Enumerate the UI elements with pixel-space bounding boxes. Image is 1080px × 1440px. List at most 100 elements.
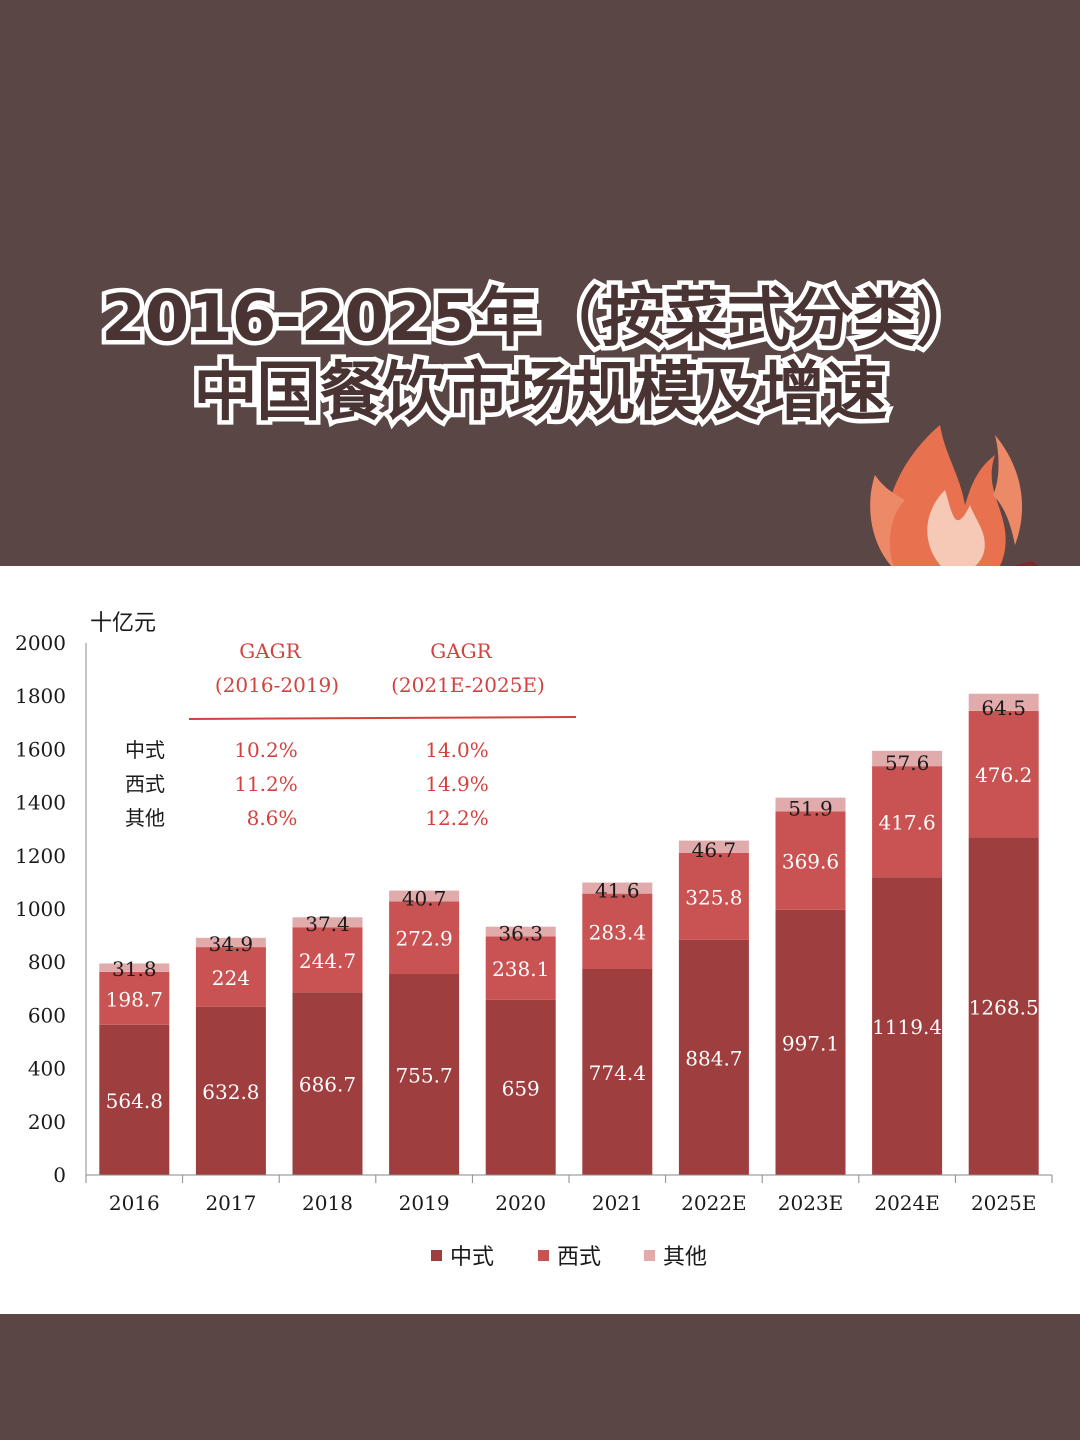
- x-tick-label: 2018: [302, 1191, 353, 1215]
- data-label-chinese: 632.8: [202, 1080, 259, 1104]
- legend: 中式 西式 其他: [431, 1245, 707, 1270]
- bar-chinese: [872, 877, 943, 1175]
- gagr-row-label-western: 西式: [125, 772, 165, 796]
- page-title: 2016-2025年（按菜式分类） 中国餐饮市场规模及增速: [0, 278, 1080, 435]
- y-axis: 0 200 400 600 800 1000 1200 1400 1600 1800 2000: [15, 631, 87, 1187]
- gagr-chinese-2021-2025: 14.0%: [425, 738, 489, 762]
- bar-chinese: [195, 1006, 266, 1175]
- bar-western: [99, 971, 170, 1025]
- bar-western: [872, 766, 943, 878]
- gagr-western-2021-2025: 14.9%: [425, 772, 489, 796]
- x-tick-label: 2016: [109, 1191, 160, 1215]
- bar-chinese: [678, 939, 749, 1175]
- data-label-western: 417.6: [878, 811, 935, 835]
- data-label-chinese: 564.8: [106, 1089, 163, 1113]
- bar-western: [775, 811, 846, 910]
- legend-swatch-western: [538, 1250, 549, 1261]
- data-label-other: 64.5: [981, 696, 1026, 720]
- legend-swatch-chinese: [431, 1250, 442, 1261]
- x-tick-label: 2020: [495, 1191, 546, 1215]
- data-label-other: 57.6: [885, 751, 930, 775]
- data-label-western: 325.8: [685, 885, 742, 909]
- bar-other: [99, 963, 170, 972]
- y-tick-label: 600: [28, 1003, 66, 1027]
- y-tick-label: 1800: [15, 684, 66, 708]
- data-label-chinese: 997.1: [782, 1031, 839, 1055]
- data-label-chinese: 1119.4: [872, 1015, 942, 1039]
- gagr-divider: [188, 716, 577, 720]
- data-label-chinese: 755.7: [395, 1063, 452, 1087]
- data-label-chinese: 774.4: [589, 1061, 646, 1085]
- x-tick-label: 2021: [592, 1191, 643, 1215]
- bar-western: [968, 710, 1039, 838]
- bar-chinese: [775, 909, 846, 1175]
- data-label-western: 238.1: [492, 957, 549, 981]
- y-tick-label: 2000: [15, 631, 66, 655]
- x-axis: 2016 2017 2018 2019 2020 2021 2022E 2023E 2024E 2…: [85, 1174, 1053, 1215]
- data-label-other: 37.4: [305, 912, 350, 936]
- gagr-col1-title: GAGR: [239, 639, 301, 663]
- data-label-western: 272.9: [395, 927, 452, 951]
- data-label-western: 198.7: [106, 987, 163, 1011]
- bar-other: [968, 693, 1039, 711]
- y-tick-label: 400: [28, 1057, 66, 1081]
- bar-western: [389, 901, 460, 974]
- bar-western: [485, 936, 556, 1000]
- y-tick-label: 0: [53, 1163, 66, 1187]
- gagr-col2-period: (2021E-2025E): [391, 673, 545, 697]
- gagr-row-label-chinese: 中式: [125, 738, 165, 762]
- data-label-chinese: 686.7: [299, 1073, 356, 1097]
- gagr-table: GAGR (2016-2019) GAGR (2021E-2025E) 中式 1…: [125, 639, 577, 830]
- data-label-other: 46.7: [692, 838, 737, 862]
- data-label-other: 31.8: [112, 957, 157, 981]
- y-tick-label: 1600: [15, 737, 66, 761]
- y-tick-label: 1200: [15, 844, 66, 868]
- gagr-other-2021-2025: 12.2%: [425, 806, 489, 830]
- x-tick-label: 2024E: [874, 1191, 940, 1215]
- gagr-col2-title: GAGR: [430, 639, 492, 663]
- data-label-chinese: 659: [502, 1076, 540, 1100]
- data-label-chinese: 884.7: [685, 1046, 742, 1070]
- bar-other: [678, 840, 749, 854]
- data-label-western: 244.7: [299, 949, 356, 973]
- data-label-western: 224: [212, 966, 250, 990]
- bar-western: [195, 947, 266, 1007]
- bars-group: 564.8 198.7 31.8 632.8 224 34.9 686.7 244.7 37.4…: [99, 693, 1039, 1175]
- gagr-western-2016-2019: 11.2%: [234, 772, 298, 796]
- data-label-other: 36.3: [498, 921, 543, 945]
- x-tick-label: 2019: [399, 1191, 450, 1215]
- stacked-bar-chart: 十亿元 0 200 400 600 800 1000 1200 1400 1600 1800 200…: [15, 611, 1053, 1270]
- gagr-other-2016-2019: 8.6%: [247, 806, 298, 830]
- bar-western: [292, 927, 363, 993]
- y-tick-label: 200: [28, 1110, 66, 1134]
- y-tick-label: 1000: [15, 897, 66, 921]
- x-tick-label: 2022E: [681, 1191, 747, 1215]
- bar-chinese: [582, 969, 653, 1175]
- title-line-2: 中国餐饮市场规模及增速: [189, 352, 892, 435]
- data-label-western: 369.6: [782, 850, 839, 874]
- bar-chinese: [389, 973, 460, 1175]
- bar-other: [485, 926, 556, 937]
- data-label-other: 40.7: [402, 886, 447, 910]
- x-tick-label: 2017: [205, 1191, 256, 1215]
- y-tick-label: 800: [28, 950, 66, 974]
- x-tick-label: 2023E: [778, 1191, 844, 1215]
- data-label-chinese: 1268.5: [969, 995, 1039, 1019]
- bar-other: [292, 917, 363, 928]
- data-label-other: 34.9: [209, 932, 254, 956]
- data-label-western: 476.2: [975, 763, 1032, 787]
- title-line-1: 2016-2025年（按菜式分类）: [97, 278, 985, 361]
- gagr-col1-period: (2016-2019): [215, 673, 339, 697]
- bar-western: [582, 893, 653, 970]
- gagr-chinese-2016-2019: 10.2%: [234, 738, 298, 762]
- bar-chinese: [99, 1024, 170, 1175]
- bar-chinese: [292, 992, 363, 1175]
- y-unit-label: 十亿元: [90, 611, 156, 636]
- data-label-other: 41.6: [595, 879, 640, 903]
- bar-other: [582, 882, 653, 894]
- legend-swatch-other: [644, 1250, 655, 1261]
- bar-chinese: [968, 837, 1039, 1175]
- y-tick-label: 1400: [15, 791, 66, 815]
- chart-panel: 十亿元 0 200 400 600 800 1000 1200 1400 1600 1800 200…: [0, 566, 1080, 1314]
- legend-label-other: 其他: [663, 1245, 707, 1270]
